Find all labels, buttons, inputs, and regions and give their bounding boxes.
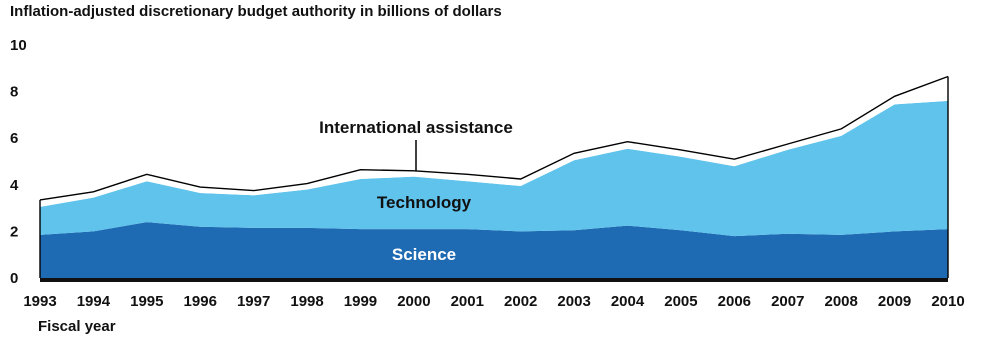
x-tick-label: 2001 [451, 293, 484, 310]
x-tick-label: 1993 [23, 293, 56, 310]
x-tick-label: 2002 [504, 293, 537, 310]
series-label-science: Science [392, 245, 456, 264]
x-tick-label: 2005 [664, 293, 697, 310]
x-tick-label: 2003 [557, 293, 590, 310]
x-tick-label: 2009 [878, 293, 911, 310]
x-tick-label: 1997 [237, 293, 270, 310]
x-tick-label: 2010 [931, 293, 964, 310]
x-tick-label: 2007 [771, 293, 804, 310]
x-axis-title: Fiscal year [38, 318, 116, 335]
x-tick-label: 2004 [611, 293, 645, 310]
area-international-assistance [40, 76, 948, 207]
x-tick-label: 1994 [77, 293, 111, 310]
x-tick-label: 1996 [184, 293, 217, 310]
series-label-international-assistance: International assistance [319, 118, 513, 137]
x-tick-label: 2006 [718, 293, 751, 310]
area-technology [40, 100, 948, 237]
chart-title: Inflation-adjusted discretionary budget … [10, 3, 502, 20]
x-tick-label: 1999 [344, 293, 377, 310]
y-tick-label: 4 [10, 177, 19, 194]
x-tick-label: 1995 [130, 293, 163, 310]
y-tick-label: 8 [10, 84, 18, 101]
x-tick-label: 2000 [397, 293, 430, 310]
x-tick-label: 1998 [290, 293, 323, 310]
y-tick-label: 2 [10, 223, 18, 240]
x-axis-baseline [40, 278, 948, 282]
total-outline [39, 75, 949, 201]
area-science [40, 222, 948, 278]
y-tick-label: 6 [10, 130, 18, 147]
series-label-technology: Technology [377, 193, 472, 212]
x-tick-label: 2008 [824, 293, 857, 310]
y-tick-label: 0 [10, 270, 18, 287]
y-tick-label: 10 [10, 37, 27, 54]
